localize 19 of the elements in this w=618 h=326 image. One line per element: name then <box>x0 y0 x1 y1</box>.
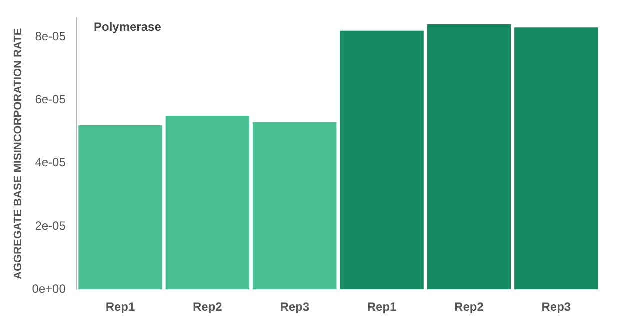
y-tick-label: 8e-05 <box>35 29 66 44</box>
annotation: Polymerase <box>92 20 164 34</box>
bar <box>427 24 512 290</box>
y-tick-label: 0e+00 <box>32 282 66 296</box>
x-tick-label: Rep3 <box>280 300 310 314</box>
x-tick-label: Rep1 <box>106 300 136 314</box>
y-tick-label: 4e-05 <box>35 156 66 170</box>
y-tick-label: 6e-05 <box>35 92 66 107</box>
x-tick-label: Rep2 <box>193 300 223 314</box>
y-axis-title: AGGREGATE BASE MISINCORPORATION RATE <box>12 28 25 280</box>
x-tick-label: Rep1 <box>367 300 398 314</box>
x-tick-label: Rep2 <box>454 300 484 314</box>
bar <box>514 28 598 290</box>
bar <box>253 122 337 290</box>
bar <box>78 126 162 290</box>
bar <box>166 116 250 290</box>
y-tick-label: 2e-05 <box>35 218 66 233</box>
bar <box>340 30 424 290</box>
x-tick-label: Rep3 <box>542 300 572 314</box>
